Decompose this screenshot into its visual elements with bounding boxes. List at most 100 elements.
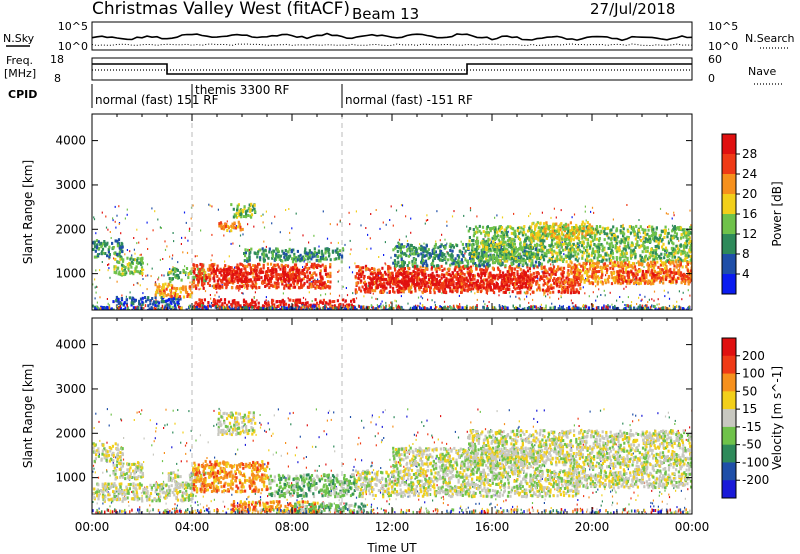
heatmap-cell <box>266 274 269 278</box>
heatmap-speckle <box>434 304 436 306</box>
heatmap-speckle <box>291 227 293 230</box>
heatmap-cell <box>328 302 331 306</box>
heatmap-cell <box>336 251 339 254</box>
heatmap-cell <box>173 286 176 290</box>
heatmap-cell <box>394 246 397 250</box>
heatmap-cell <box>396 270 399 274</box>
heatmap-speckle <box>636 262 638 265</box>
heatmap-speckle <box>561 241 563 243</box>
heatmap-speckle <box>241 292 243 294</box>
heatmap-cell <box>489 279 492 283</box>
heatmap-cell <box>440 258 443 262</box>
heatmap-cell <box>446 251 449 255</box>
heatmap-cell <box>340 254 344 258</box>
heatmap-cell <box>321 263 324 267</box>
heatmap-cell <box>410 272 413 276</box>
heatmap-cell <box>400 243 403 247</box>
heatmap-speckle <box>626 204 628 206</box>
heatmap-speckle <box>602 262 604 265</box>
heatmap-cell <box>313 253 316 257</box>
heatmap-cell <box>361 270 365 274</box>
heatmap-cell <box>319 269 322 273</box>
heatmap-cell <box>520 284 523 288</box>
heatmap-speckle <box>513 212 515 215</box>
heatmap-cell <box>422 287 425 291</box>
heatmap-cell <box>557 277 560 281</box>
heatmap-speckle <box>211 254 213 257</box>
heatmap-cell <box>327 248 331 251</box>
heatmap-cell <box>603 248 606 252</box>
heatmap-cell <box>216 264 219 268</box>
heatmap-cell <box>97 253 100 257</box>
heatmap-cell <box>531 280 534 284</box>
heatmap-cell <box>639 225 642 229</box>
heatmap-cell <box>399 249 402 252</box>
heatmap-speckle <box>508 291 510 294</box>
heatmap-cell <box>170 269 173 273</box>
heatmap-cell <box>117 301 120 305</box>
heatmap-cell <box>411 259 414 263</box>
heatmap-speckle <box>635 283 637 286</box>
heatmap-cell <box>430 275 433 279</box>
heatmap-cell <box>286 258 289 261</box>
heatmap-cell <box>490 288 493 292</box>
heatmap-cell <box>217 285 220 289</box>
heatmap-cell <box>461 242 464 246</box>
heatmap-speckle <box>550 263 552 266</box>
heatmap-speckle <box>198 288 200 291</box>
heatmap-cell <box>301 255 304 259</box>
heatmap-cell <box>168 270 171 274</box>
heatmap-cell <box>271 303 274 307</box>
heatmap-cell <box>296 282 299 286</box>
heatmap-cell <box>486 289 489 293</box>
heatmap-cell <box>226 229 229 232</box>
heatmap-speckle <box>106 298 108 300</box>
heatmap-cell <box>134 298 137 302</box>
heatmap-speckle <box>507 230 509 233</box>
heatmap-cell <box>558 250 561 254</box>
heatmap-speckle <box>108 263 110 266</box>
heatmap-cell <box>297 300 300 304</box>
heatmap-cell <box>130 301 133 305</box>
heatmap-cell <box>422 246 425 250</box>
heatmap-speckle <box>367 233 369 236</box>
heatmap-cell <box>282 271 285 275</box>
heatmap-cell <box>399 272 402 275</box>
heatmap-speckle <box>136 242 138 245</box>
heatmap-cell <box>409 249 412 253</box>
heatmap-speckle <box>529 270 531 273</box>
cpid-segment-label: normal (fast) 151 RF <box>95 93 219 107</box>
heatmap-cell <box>121 259 125 263</box>
heatmap-cell <box>543 239 546 243</box>
heatmap-cell <box>433 277 437 281</box>
heatmap-speckle <box>113 257 115 260</box>
heatmap-cell <box>277 265 280 269</box>
heatmap-cell <box>447 284 450 288</box>
heatmap-cell <box>290 283 293 287</box>
heatmap-cell <box>444 290 447 294</box>
heatmap-speckle <box>131 308 133 310</box>
heatmap-speckle <box>116 214 118 217</box>
heatmap-cell <box>615 238 618 242</box>
heatmap-cell <box>525 252 528 256</box>
heatmap-cell <box>256 274 259 278</box>
heatmap-cell <box>398 264 401 268</box>
heatmap-cell <box>130 270 133 274</box>
heatmap-speckle <box>311 300 313 303</box>
heatmap-cell <box>392 286 395 290</box>
heatmap-cell <box>251 208 254 212</box>
heatmap-cell <box>164 282 167 286</box>
heatmap-speckle <box>288 282 290 285</box>
heatmap-cell <box>545 249 549 253</box>
heatmap-cell <box>528 267 531 271</box>
heatmap-cell <box>428 252 431 256</box>
heatmap-cell <box>578 225 582 229</box>
heatmap-cell <box>536 255 539 259</box>
heatmap-cell <box>467 286 470 290</box>
heatmap-speckle <box>95 291 97 294</box>
heatmap-cell <box>322 306 325 310</box>
heatmap-cell <box>357 276 360 280</box>
heatmap-cell <box>136 258 139 262</box>
heatmap-cell <box>421 291 424 295</box>
heatmap-speckle <box>125 295 127 298</box>
